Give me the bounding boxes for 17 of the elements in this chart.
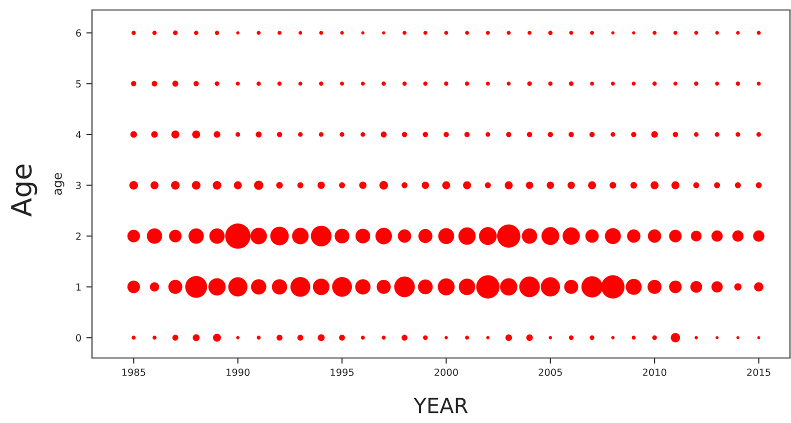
y-tick-label: 0 — [76, 334, 81, 342]
text: Age — [11, 164, 38, 217]
y-tick-label: 3 — [76, 182, 81, 190]
y-axis-title: age — [54, 173, 64, 195]
x-tick-label: 2010 — [642, 368, 666, 376]
x-axis-title: YEAR — [414, 398, 468, 414]
x-tick-label: 1990 — [226, 368, 250, 376]
x-tick-label: 2000 — [434, 368, 458, 376]
x-tick-label: 2005 — [538, 368, 562, 376]
y-tick-label: 2 — [76, 232, 81, 240]
y-tick-label: 6 — [76, 29, 81, 37]
y-tick-label: 1 — [76, 283, 81, 291]
x-tick-label: 2015 — [747, 368, 770, 376]
y-tick-label: 4 — [76, 131, 82, 138]
y-tick-label: 5 — [76, 80, 81, 88]
x-tick-label: 1985 — [122, 368, 146, 376]
x-tick-label: 1995 — [330, 368, 354, 376]
